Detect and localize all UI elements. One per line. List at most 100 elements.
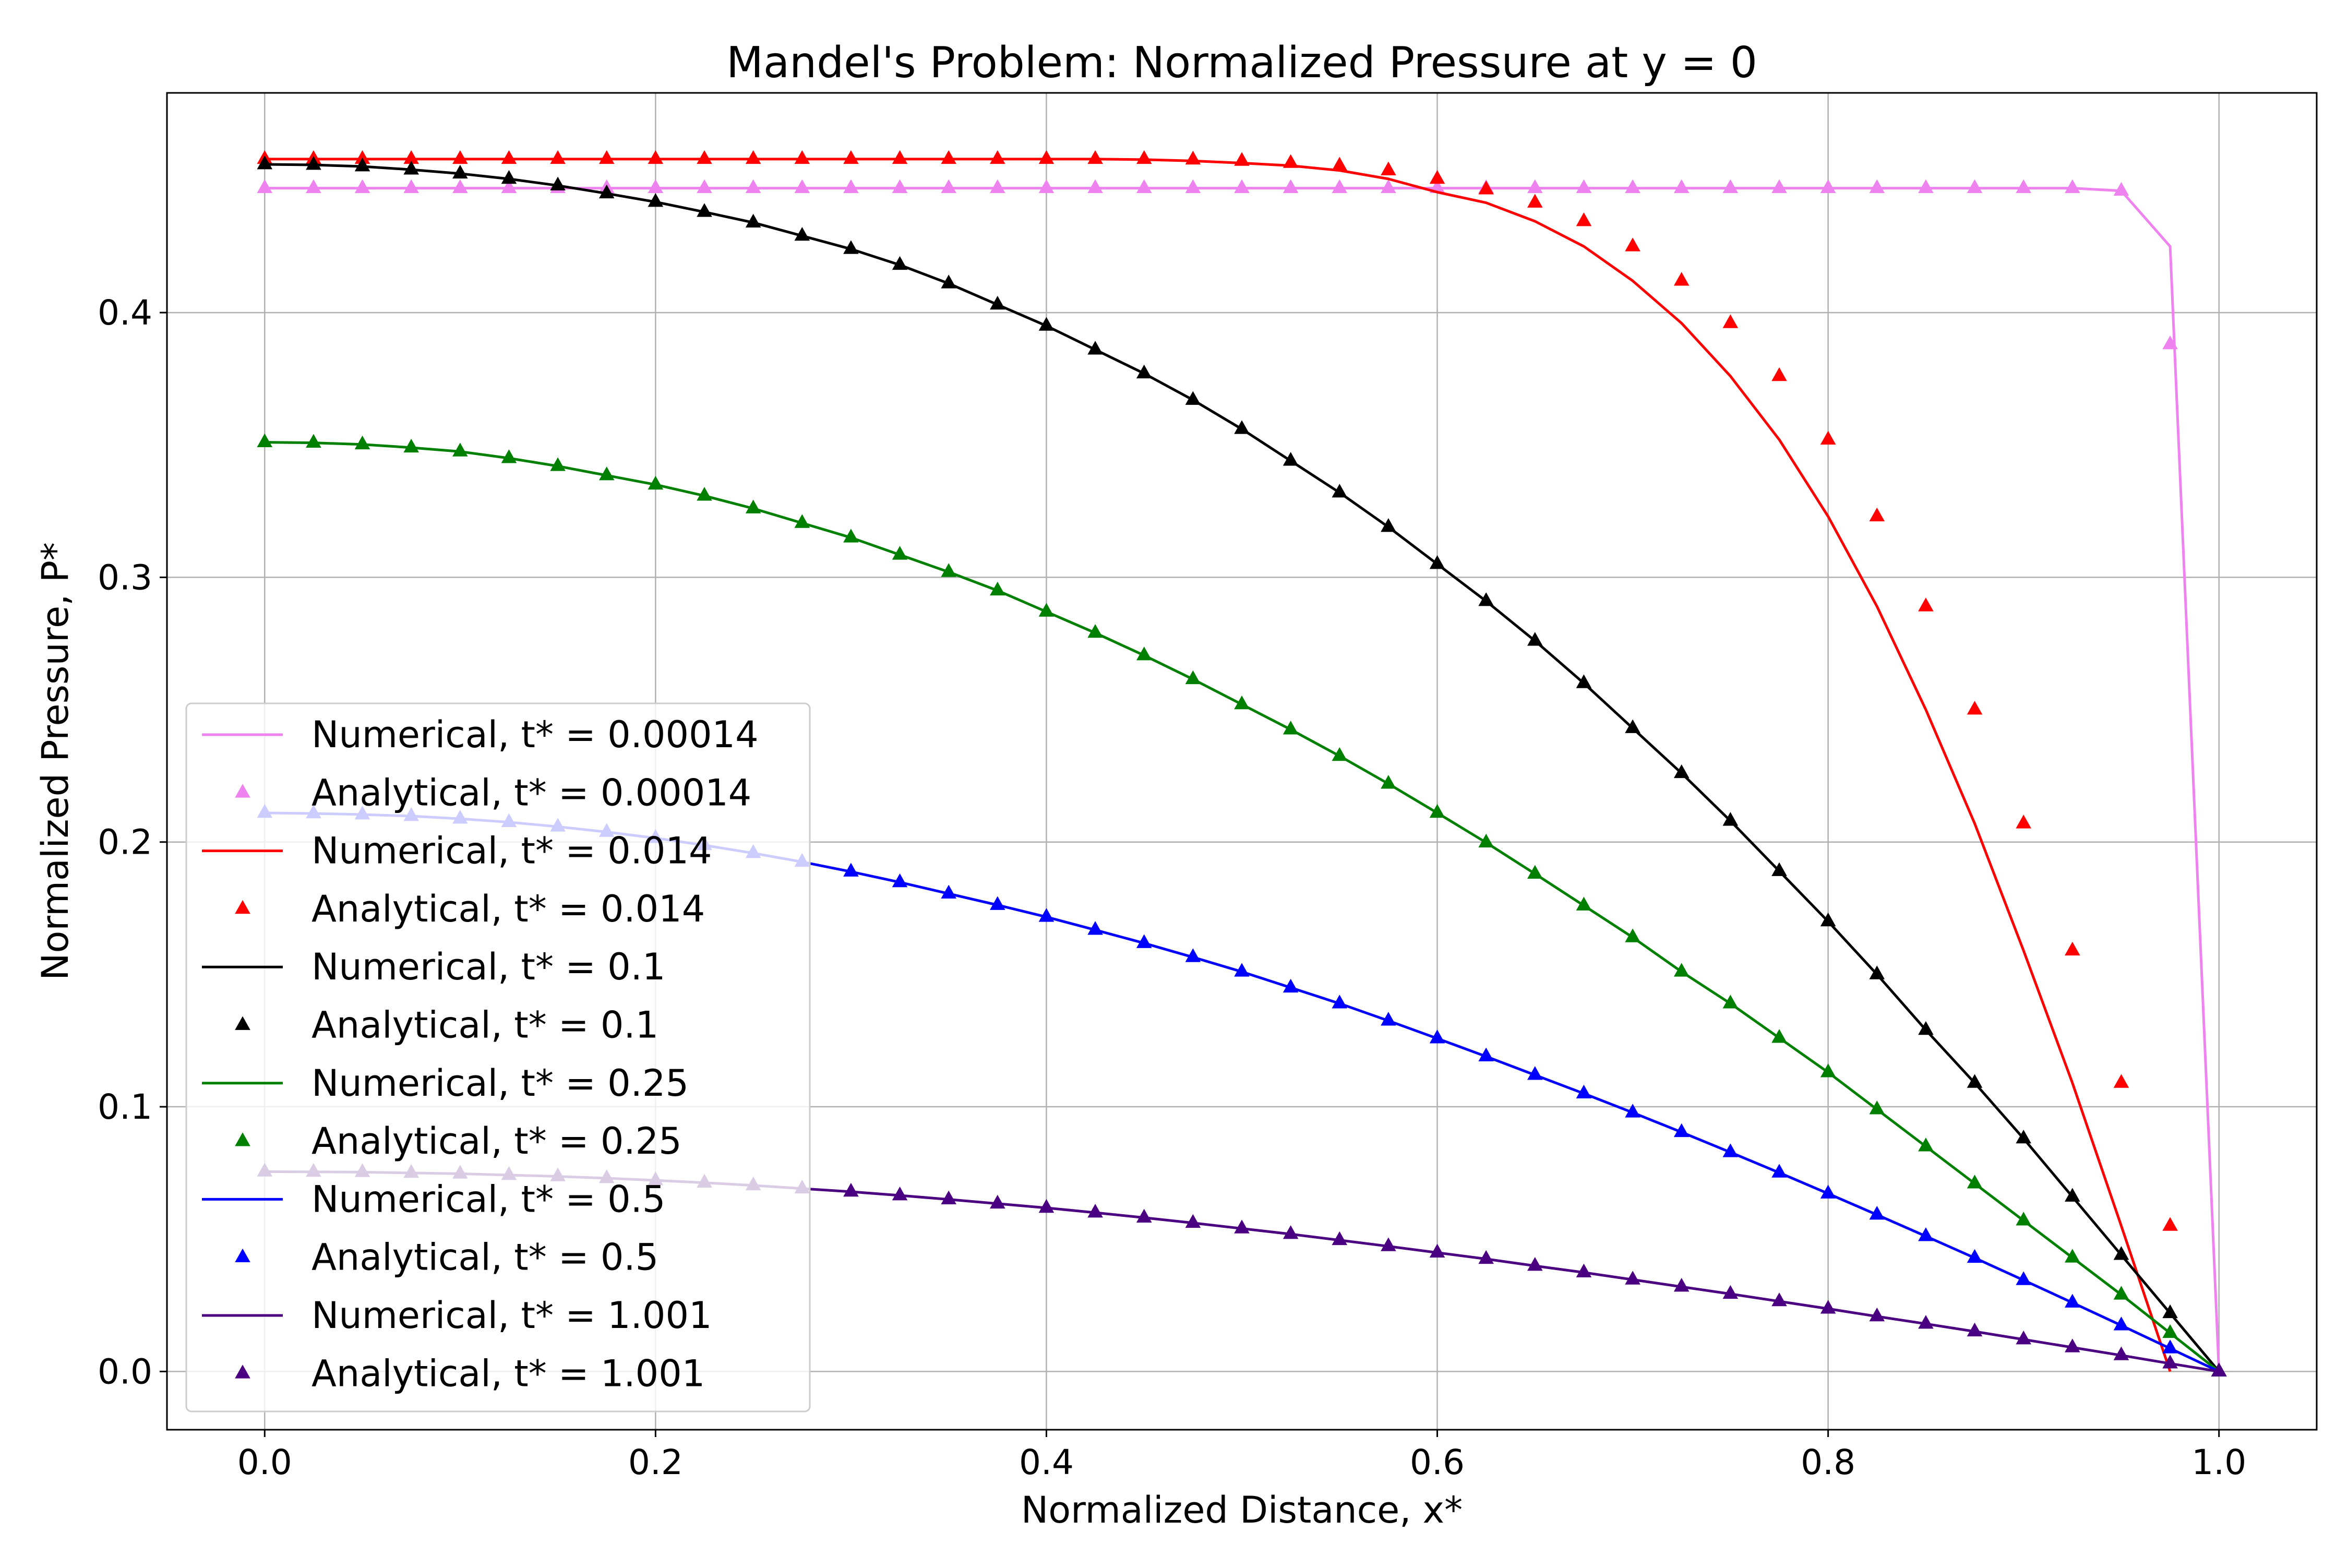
analytical-marker xyxy=(403,150,419,164)
analytical-marker xyxy=(1381,161,1396,175)
legend-label-numerical: Numerical, t* = 0.25 xyxy=(312,1062,689,1105)
analytical-marker xyxy=(697,179,712,193)
analytical-marker xyxy=(794,179,810,193)
x-tick-label: 1.0 xyxy=(2191,1442,2246,1482)
analytical-marker xyxy=(1234,963,1250,977)
analytical-marker xyxy=(1918,1021,1934,1035)
analytical-marker xyxy=(1478,181,1494,195)
plot-area-frame xyxy=(166,92,2318,1431)
analytical-marker xyxy=(1381,179,1396,193)
analytical-marker xyxy=(2162,1217,2178,1231)
legend-label-analytical: Analytical, t* = 0.1 xyxy=(312,1004,658,1047)
analytical-marker xyxy=(1869,1100,1885,1115)
analytical-marker xyxy=(2065,1249,2080,1263)
analytical-marker xyxy=(1918,1315,1934,1329)
analytical-marker xyxy=(1722,1143,1739,1157)
analytical-marker xyxy=(794,150,810,164)
analytical-marker xyxy=(1722,995,1739,1009)
analytical-marker xyxy=(257,179,273,193)
analytical-marker xyxy=(1136,1208,1152,1223)
analytical-marker xyxy=(1820,912,1836,927)
analytical-marker xyxy=(306,434,321,448)
analytical-marker xyxy=(1429,170,1445,184)
analytical-marker xyxy=(1527,1066,1543,1080)
analytical-marker xyxy=(2113,1346,2129,1360)
analytical-marker xyxy=(892,1187,908,1201)
analytical-marker xyxy=(257,155,273,170)
analytical-marker xyxy=(452,442,468,457)
legend-label-analytical: Analytical, t* = 1.001 xyxy=(312,1352,705,1395)
analytical-marker xyxy=(1771,179,1787,193)
legend-marker-swatch xyxy=(235,1248,250,1263)
analytical-marker xyxy=(1625,1271,1640,1285)
analytical-marker xyxy=(306,155,321,170)
analytical-marker xyxy=(550,176,566,190)
analytical-marker xyxy=(892,873,908,888)
analytical-marker xyxy=(1038,603,1055,617)
analytical-marker xyxy=(1185,150,1201,165)
analytical-marker xyxy=(648,193,664,207)
analytical-marker xyxy=(1087,179,1103,193)
analytical-marker xyxy=(1038,179,1055,193)
legend-label-analytical: Analytical, t* = 0.00014 xyxy=(312,771,751,814)
analytical-marker xyxy=(2016,1271,2031,1285)
analytical-marker xyxy=(990,295,1005,310)
analytical-marker xyxy=(990,150,1005,164)
analytical-marker xyxy=(1625,237,1640,252)
series-t-0_00014 xyxy=(257,179,2227,1377)
analytical-marker xyxy=(1820,430,1836,445)
legend-marker-swatch xyxy=(235,784,250,798)
analytical-marker xyxy=(1038,908,1055,922)
analytical-marker xyxy=(2016,815,2031,829)
legend-label-numerical: Numerical, t* = 0.1 xyxy=(312,945,665,988)
y-tick-label: 0.3 xyxy=(98,557,152,597)
series-t-1_001 xyxy=(257,1163,2227,1377)
analytical-marker xyxy=(1429,179,1445,193)
analytical-marker xyxy=(1283,452,1299,466)
analytical-marker xyxy=(1576,896,1592,911)
analytical-marker xyxy=(2016,1129,2031,1144)
analytical-marker xyxy=(2162,1339,2178,1354)
analytical-marker xyxy=(794,514,810,528)
analytical-marker xyxy=(1771,1029,1787,1043)
analytical-marker xyxy=(2113,1074,2129,1088)
analytical-marker xyxy=(697,203,712,217)
analytical-marker xyxy=(1283,1225,1299,1239)
x-tick-label: 0.8 xyxy=(1801,1442,1855,1482)
legend-label-numerical: Numerical, t* = 1.001 xyxy=(312,1294,712,1337)
analytical-marker xyxy=(1918,1227,1934,1241)
analytical-marker xyxy=(1722,812,1739,826)
analytical-marker xyxy=(990,179,1005,193)
analytical-marker xyxy=(843,240,859,254)
analytical-marker xyxy=(1771,367,1787,381)
analytical-marker xyxy=(354,158,370,172)
analytical-marker xyxy=(648,150,664,164)
analytical-marker xyxy=(1673,1123,1690,1138)
analytical-marker xyxy=(1820,1300,1836,1314)
legend-marker-swatch xyxy=(235,900,250,914)
analytical-marker xyxy=(2113,1286,2129,1300)
analytical-marker xyxy=(1918,597,1934,612)
analytical-marker xyxy=(2016,1331,2031,1345)
analytical-marker xyxy=(1429,1243,1445,1258)
analytical-marker xyxy=(1967,701,1983,715)
analytical-marker xyxy=(1576,1263,1592,1277)
analytical-marker xyxy=(1527,1256,1543,1271)
analytical-marker xyxy=(892,546,908,560)
analytical-marker xyxy=(598,466,615,481)
analytical-marker xyxy=(452,164,468,179)
analytical-marker xyxy=(1038,317,1055,331)
analytical-marker xyxy=(1625,1104,1640,1118)
analytical-marker xyxy=(2065,1188,2080,1202)
analytical-marker xyxy=(2113,1246,2129,1260)
analytical-marker xyxy=(354,435,370,450)
analytical-marker xyxy=(990,896,1005,910)
analytical-marker xyxy=(941,179,956,193)
analytical-marker xyxy=(403,438,419,453)
analytical-marker xyxy=(1136,150,1152,164)
axis-ticks: 0.0 0.2 0.4 0.6 0.8 1.0 0.0 0.1 0.2 0.3 0.4 xyxy=(98,293,2246,1482)
analytical-marker xyxy=(598,150,615,164)
analytical-marker xyxy=(892,150,908,164)
analytical-marker xyxy=(1967,1322,1983,1337)
